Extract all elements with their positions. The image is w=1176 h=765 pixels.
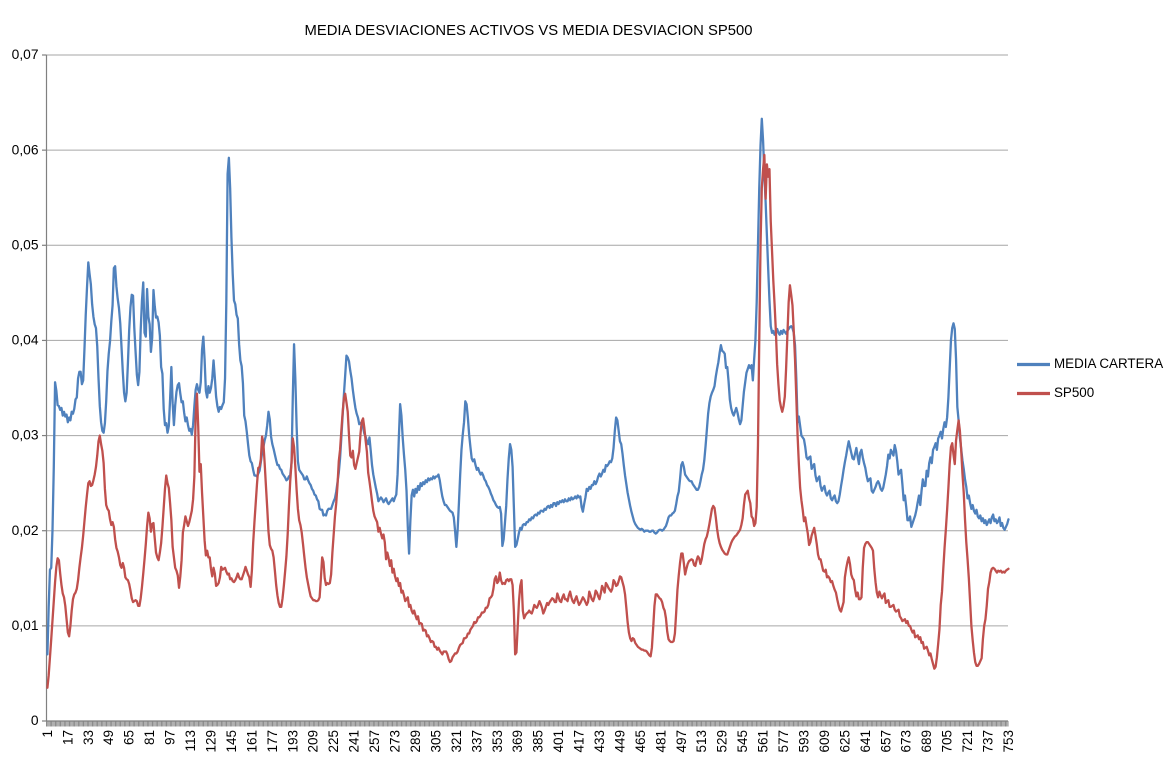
x-tick-label: 545 bbox=[735, 730, 750, 753]
x-tick-label: 193 bbox=[285, 730, 300, 753]
x-tick-label: 145 bbox=[224, 730, 239, 753]
x-tick-label: 593 bbox=[796, 730, 811, 753]
x-tick-label: 289 bbox=[408, 730, 423, 753]
x-tick-label: 161 bbox=[244, 730, 259, 753]
x-tick-label: 17 bbox=[60, 730, 75, 745]
x-tick-label: 97 bbox=[163, 730, 178, 745]
x-tick-label: 417 bbox=[572, 730, 587, 753]
x-axis: 1 17 33 49 65 81 97 113 129 145 161 177 193 209 225 241… bbox=[40, 720, 1016, 753]
y-tick-label: 0 bbox=[31, 713, 39, 728]
y-tick-label: 0,04 bbox=[12, 333, 39, 348]
x-tick-label: 129 bbox=[203, 730, 218, 753]
x-tick-label: 81 bbox=[142, 730, 157, 745]
x-tick-label: 577 bbox=[776, 730, 791, 753]
y-tick-label: 0,03 bbox=[12, 428, 39, 443]
x-tick-label: 385 bbox=[531, 730, 546, 753]
x-tick-label: 705 bbox=[940, 730, 955, 753]
series-lines bbox=[46, 117, 1010, 689]
x-tick-label: 481 bbox=[653, 730, 668, 753]
series-line-sp500 bbox=[46, 153, 1010, 689]
x-tick-label: 353 bbox=[490, 730, 505, 753]
x-tick-label: 257 bbox=[367, 730, 382, 753]
y-axis: 0 0,01 0,02 0,03 0,04 0,05 0,06 0,07 bbox=[12, 47, 48, 728]
x-tick-label: 673 bbox=[899, 730, 914, 753]
x-tick-label: 465 bbox=[633, 730, 648, 753]
x-tick-label: 529 bbox=[715, 730, 730, 753]
x-tick-label: 305 bbox=[428, 730, 443, 753]
y-tick-label: 0,06 bbox=[12, 142, 39, 157]
x-tick-label: 513 bbox=[694, 730, 709, 753]
y-tick-label: 0,07 bbox=[12, 47, 39, 62]
legend: MEDIA CARTERA SP500 bbox=[1017, 356, 1163, 400]
x-tick-label: 753 bbox=[1001, 730, 1016, 753]
x-tick-label: 625 bbox=[837, 730, 852, 753]
y-tick-label: 0,01 bbox=[12, 618, 39, 633]
x-tick-label: 225 bbox=[326, 730, 341, 753]
x-tick-label: 1 bbox=[40, 730, 55, 738]
y-tick-label: 0,02 bbox=[12, 523, 39, 538]
x-tick-band bbox=[46, 721, 1009, 727]
x-tick-label: 49 bbox=[101, 730, 116, 745]
gridlines bbox=[46, 54, 1008, 627]
x-tick-label: 177 bbox=[265, 730, 280, 753]
x-tick-label: 609 bbox=[817, 730, 832, 753]
legend-label-sp500: SP500 bbox=[1054, 385, 1094, 400]
x-tick-label: 721 bbox=[960, 730, 975, 753]
x-tick-label: 209 bbox=[306, 730, 321, 753]
x-tick-label: 433 bbox=[592, 730, 607, 753]
series-line-media-cartera bbox=[46, 117, 1010, 656]
x-tick-label: 369 bbox=[510, 730, 525, 753]
x-tick-label: 561 bbox=[756, 730, 771, 753]
legend-label-media-cartera: MEDIA CARTERA bbox=[1054, 356, 1163, 371]
x-tick-label: 497 bbox=[674, 730, 689, 753]
x-tick-label: 657 bbox=[878, 730, 893, 753]
x-tick-label: 241 bbox=[347, 730, 362, 753]
x-tick-label: 401 bbox=[551, 730, 566, 753]
x-tick-label: 321 bbox=[449, 730, 464, 753]
chart-title: MEDIA DESVIACIONES ACTIVOS VS MEDIA DESV… bbox=[305, 22, 753, 39]
x-tick-label: 641 bbox=[858, 730, 873, 753]
x-tick-label: 337 bbox=[469, 730, 484, 753]
x-tick-label: 737 bbox=[981, 730, 996, 753]
x-tick-label: 449 bbox=[612, 730, 627, 753]
x-tick-label: 273 bbox=[388, 730, 403, 753]
x-tick-label: 689 bbox=[919, 730, 934, 753]
x-tick-label: 33 bbox=[81, 730, 96, 745]
y-tick-label: 0,05 bbox=[12, 237, 39, 252]
x-tick-label: 113 bbox=[183, 730, 198, 752]
x-tick-label: 65 bbox=[122, 730, 137, 745]
